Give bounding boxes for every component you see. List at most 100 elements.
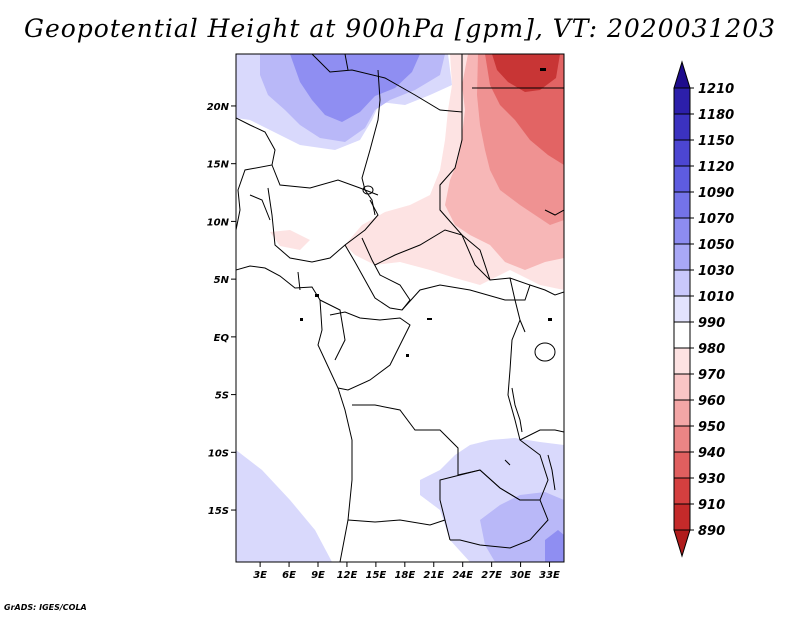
colorbar-label: 1050 <box>698 238 734 253</box>
colorbar-label: 980 <box>698 342 725 357</box>
island-1 <box>315 294 319 297</box>
border-zambia <box>450 469 549 549</box>
island-5 <box>548 318 552 321</box>
lon-label: 24E <box>452 570 473 581</box>
blue-region-north-core <box>290 54 420 122</box>
map-title: Geopotential Height at 900hPa [gpm], VT:… <box>23 14 777 43</box>
map-area <box>236 54 564 562</box>
colorbar-segment <box>673 87 691 115</box>
lat-label: 10S <box>208 448 229 459</box>
lat-label: 15N <box>207 160 230 171</box>
island-3 <box>406 354 409 357</box>
colorbar-segment <box>673 243 691 271</box>
country-borders <box>236 54 564 562</box>
credit-text: GrADS: IGES/COLA <box>4 603 87 612</box>
border-east-1 <box>544 209 564 216</box>
border-niger-chad <box>361 69 381 216</box>
colorbar-segment <box>673 217 691 245</box>
border-misc-2 <box>297 271 301 291</box>
lat-label: 15S <box>208 506 229 517</box>
border-congo <box>329 311 411 391</box>
blue-region-southeast-mid <box>480 492 564 562</box>
latitude-axis: 20N 15N 10N 5N EQ 5S 10S 15S <box>207 102 236 517</box>
island-2 <box>300 318 303 321</box>
red-patch-west <box>270 230 310 250</box>
blue-region-southeast-core <box>545 530 564 562</box>
colorbar-segment <box>673 503 691 531</box>
lake-chad <box>362 185 374 195</box>
colorbar-segment <box>673 165 691 193</box>
lat-label: EQ <box>214 333 230 344</box>
colorbar-label: 1120 <box>698 160 734 175</box>
lat-label: 20N <box>207 102 230 113</box>
lon-label: 15E <box>366 570 387 581</box>
lat-label: 5N <box>214 275 230 286</box>
islands <box>300 68 552 357</box>
colorbar-segment <box>673 451 691 479</box>
colorbar-segment <box>673 191 691 219</box>
colorbar-label: 930 <box>698 472 725 487</box>
lake-albert <box>519 319 526 333</box>
colorbar-segment <box>673 321 691 349</box>
border-drc-east <box>439 277 549 541</box>
colorbar-label: 1090 <box>698 186 734 201</box>
island-4 <box>427 318 432 320</box>
border-nigeria <box>267 187 379 263</box>
border-gabon <box>319 299 346 361</box>
colorbar-top-arrow <box>673 60 691 89</box>
colorbar-bottom-arrow <box>673 529 691 558</box>
colorbar-segment <box>673 425 691 453</box>
colorbar-label: 940 <box>698 446 725 461</box>
blue-region-southwest <box>236 450 332 562</box>
lat-label: 5S <box>215 391 229 402</box>
border-tanzania <box>519 429 564 441</box>
colorbar: 1210 1180 1150 1120 1090 1070 1050 1030 1010 990 9… <box>673 60 734 558</box>
colorbar-label: 1010 <box>698 290 734 305</box>
colorbar-label: 910 <box>698 498 725 513</box>
colorbar-label: 1210 <box>698 82 734 97</box>
colorbar-segment <box>673 347 691 375</box>
border-angola <box>352 404 459 475</box>
lon-label: 12E <box>337 570 358 581</box>
lon-label: 30E <box>510 570 531 581</box>
lon-label: 18E <box>394 570 415 581</box>
colorbar-label: 970 <box>698 368 725 383</box>
lake-tanganyika <box>511 387 523 433</box>
border-chad-sudan <box>439 112 491 281</box>
longitude-axis: 3E 6E 9E 12E 15E 18E 21E 24E 27E 30E 33E <box>253 562 560 581</box>
lon-label: 3E <box>253 570 267 581</box>
colorbar-label: 1180 <box>698 108 734 123</box>
lakes <box>362 185 556 491</box>
border-uganda-kenya <box>529 284 564 296</box>
colorbar-label: 890 <box>698 524 725 539</box>
red-region-dark <box>492 54 560 92</box>
lake-victoria <box>534 342 556 362</box>
lake-mweru <box>504 459 511 466</box>
lon-label: 33E <box>539 570 560 581</box>
colorbar-label: 1150 <box>698 134 734 149</box>
colorbar-segment <box>673 477 691 505</box>
lat-label: 10N <box>207 217 230 228</box>
colorbar-label: 960 <box>698 394 725 409</box>
colorbar-label: 990 <box>698 316 725 331</box>
colorbar-segment <box>673 139 691 167</box>
lon-label: 27E <box>481 570 502 581</box>
colorbar-segment <box>673 295 691 323</box>
lon-label: 9E <box>311 570 325 581</box>
border-mali-niger <box>311 54 463 113</box>
colorbar-label: 1070 <box>698 212 734 227</box>
colorbar-label: 950 <box>698 420 725 435</box>
lake-malawi <box>547 454 556 491</box>
lon-label: 21E <box>423 570 444 581</box>
lon-label: 6E <box>282 570 296 581</box>
colorbar-segment <box>673 113 691 141</box>
island-6 <box>540 68 546 71</box>
colorbar-segment <box>673 269 691 297</box>
map-frame <box>235 53 565 563</box>
border-misc-1 <box>249 194 271 221</box>
border-algeria-libya <box>344 54 349 71</box>
colorbar-label: 1030 <box>698 264 734 279</box>
colorbar-segment <box>673 373 691 401</box>
border-angola-south <box>347 519 446 526</box>
colorbar-segment <box>673 399 691 427</box>
